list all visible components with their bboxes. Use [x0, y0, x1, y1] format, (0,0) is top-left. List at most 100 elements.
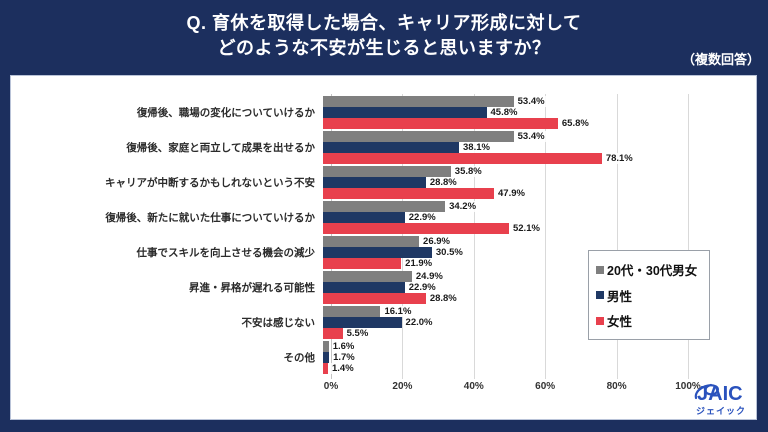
category-label: 不安は感じない	[241, 316, 316, 329]
bar-value-label: 24.9%	[414, 271, 444, 282]
bar-stack: 26.9% 30.5% 21.9%	[323, 236, 680, 269]
bar-value-label: 5.5%	[345, 328, 370, 339]
category-label: 復帰後、新たに就いた仕事についていけるか	[105, 211, 315, 224]
bar-男性	[323, 247, 432, 258]
legend-label: 20代・30代男女	[607, 264, 698, 278]
bar-20代・30代男女	[323, 96, 514, 107]
bar-value-label: 22.9%	[407, 282, 437, 293]
bar-value-label: 45.8%	[489, 107, 519, 118]
bar-row: 78.1%	[323, 153, 680, 164]
bar-row: 1.6%	[323, 341, 680, 352]
page-title: Q. 育休を取得した場合、キャリア形成に対して どのような不安が生じると思います…	[0, 0, 768, 61]
bar-row: 22.0%	[323, 317, 680, 328]
bar-row: 52.1%	[323, 223, 680, 234]
category-label: 復帰後、家庭と両立して成果を出せるか	[126, 141, 315, 154]
bar-女性	[323, 293, 426, 304]
bar-row: 53.4%	[323, 131, 680, 142]
bar-row: 16.1%	[323, 306, 680, 317]
legend-swatch-icon	[596, 291, 604, 299]
bar-group: その他 1.6% 1.7% 1.4%	[11, 341, 758, 374]
bar-row: 35.8%	[323, 166, 680, 177]
bar-value-label: 22.0%	[404, 317, 434, 328]
gridline-80%	[616, 94, 618, 379]
bar-row: 45.8%	[323, 107, 680, 118]
category-label: キャリアが中断するかもしれないという不安	[105, 176, 315, 189]
bar-20代・30代男女	[323, 341, 329, 352]
bar-女性	[323, 328, 343, 339]
bar-row: 28.8%	[323, 293, 680, 304]
bar-女性	[323, 188, 494, 199]
bar-row: 22.9%	[323, 282, 680, 293]
bar-group: 復帰後、職場の変化についていけるか 53.4% 45.8% 65.8%	[11, 96, 758, 129]
bar-男性	[323, 317, 402, 328]
x-tick-label: 0%	[323, 381, 339, 392]
bar-value-label: 53.4%	[516, 131, 546, 142]
bar-group: 復帰後、新たに就いた仕事についていけるか 34.2% 22.9% 52.1%	[11, 201, 758, 234]
bar-男性	[323, 352, 330, 363]
bar-女性	[323, 118, 558, 129]
category-label: 昇進・昇格が遅れる可能性	[189, 281, 315, 294]
category-label: 仕事でスキルを向上させる機会の減少	[136, 246, 316, 259]
legend-swatch-icon	[596, 316, 604, 325]
bar-group: 仕事でスキルを向上させる機会の減少 26.9% 30.5% 21.9%	[11, 236, 758, 269]
bar-女性	[323, 258, 402, 269]
x-tick-label: 100%	[675, 381, 701, 392]
title-line-1: Q. 育休を取得した場合、キャリア形成に対して	[186, 13, 582, 33]
bar-value-label: 30.5%	[434, 247, 464, 258]
header: Q. 育休を取得した場合、キャリア形成に対して どのような不安が生じると思います…	[0, 0, 768, 75]
category-label: 復帰後、職場の変化についていけるか	[136, 106, 315, 119]
bar-20代・30代男女	[323, 201, 446, 212]
bar-value-label: 65.8%	[560, 118, 590, 129]
bar-row: 24.9%	[323, 271, 680, 282]
chart-legend: 20代・30代男女 男性女性	[588, 250, 710, 340]
bar-row: 47.9%	[323, 188, 680, 199]
bar-20代・30代男女	[323, 236, 420, 247]
bar-男性	[323, 142, 460, 153]
bar-20代・30代男女	[323, 131, 514, 142]
gridline-40%	[473, 94, 475, 379]
bar-row: 21.9%	[323, 258, 680, 269]
bar-value-label: 1.7%	[332, 352, 356, 363]
bar-row: 30.5%	[323, 247, 680, 258]
bar-value-label: 26.9%	[422, 236, 451, 247]
bar-stack: 24.9% 22.9% 28.8%	[323, 271, 680, 304]
jaic-logo: JAIC ジェイック	[690, 378, 752, 417]
bar-value-label: 28.8%	[428, 293, 458, 304]
bar-row: 65.8%	[323, 118, 680, 129]
bar-value-label: 1.6%	[331, 341, 356, 352]
bar-row: 34.2%	[323, 201, 680, 212]
legend-label: 男性	[607, 289, 633, 304]
x-tick-label: 80%	[606, 381, 627, 392]
legend-item: 20代・30代男女	[596, 260, 702, 279]
multiple-answer-note: （複数回答）	[681, 52, 760, 67]
bar-男性	[323, 282, 405, 293]
bar-女性	[323, 153, 602, 164]
bar-女性	[323, 223, 509, 234]
jaic-logo-subtitle: ジェイック	[695, 406, 746, 416]
category-label: その他	[283, 351, 316, 364]
bar-row: 5.5%	[323, 328, 680, 339]
bar-男性	[323, 177, 426, 188]
bar-value-label: 16.1%	[383, 306, 413, 317]
bar-value-label: 28.8%	[428, 177, 458, 188]
gridline-60%	[545, 94, 547, 379]
bar-stack: 35.8% 28.8% 47.9%	[323, 166, 680, 199]
bar-value-label: 21.9%	[404, 258, 434, 269]
bar-value-label: 52.1%	[511, 223, 541, 234]
bar-value-label: 78.1%	[604, 153, 634, 164]
bar-20代・30代男女	[323, 166, 451, 177]
bar-group: 昇進・昇格が遅れる可能性 24.9% 22.9% 28.8%	[11, 271, 758, 304]
legend-item: 女性	[596, 311, 702, 330]
bar-男性	[323, 107, 487, 118]
bar-row: 53.4%	[323, 96, 680, 107]
bar-value-label: 22.9%	[407, 212, 437, 223]
bar-stack: 1.6% 1.7% 1.4%	[323, 341, 680, 374]
bar-group: 復帰後、家庭と両立して成果を出せるか 53.4% 38.1% 78.1%	[11, 131, 758, 164]
bar-value-label: 38.1%	[462, 142, 491, 153]
bar-row: 38.1%	[323, 142, 680, 153]
bar-value-label: 35.8%	[453, 166, 483, 177]
title-line-2: どのような不安が生じると思いますか？	[217, 38, 551, 58]
bar-stack: 16.1% 22.0% 5.5%	[323, 306, 680, 339]
bar-男性	[323, 212, 405, 223]
x-tick-label: 20%	[392, 381, 413, 392]
